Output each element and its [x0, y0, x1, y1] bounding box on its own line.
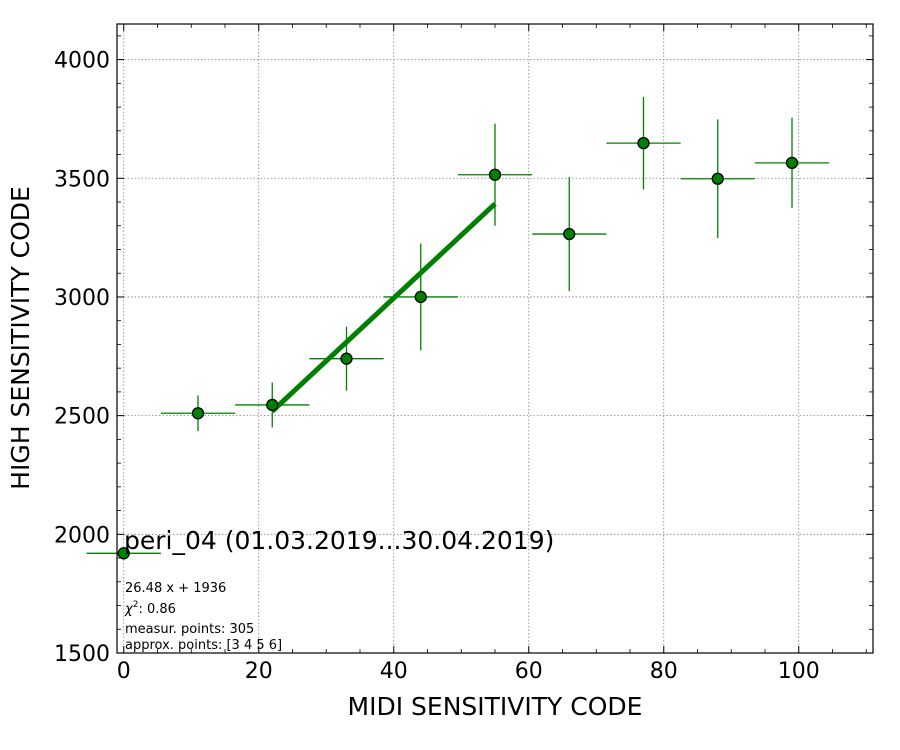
y-tick-label: 2500: [54, 405, 110, 430]
data-point: [414, 290, 427, 304]
data-point: [488, 168, 502, 181]
x-tick-label: 40: [380, 659, 408, 684]
annotation-chi2: χ2: 0.86: [124, 600, 176, 617]
x-tick-label: 100: [778, 659, 820, 684]
y-axis-label: HIGH SENSITIVITY CODE: [6, 186, 35, 490]
data-points: [117, 137, 799, 560]
y-tick-label: 3000: [54, 286, 110, 311]
chi2-symbol: χ: [124, 602, 134, 617]
axis-ticks: 0 20 40 60 80 100 1500 2000 2500 3000 3500 4000: [54, 24, 873, 684]
data-point: [191, 407, 205, 420]
x-axis-label: MIDI SENSITIVITY CODE: [348, 692, 643, 721]
fit-line-layer: [270, 201, 497, 414]
fit-line: [270, 201, 497, 414]
y-tick-label: 2000: [54, 523, 110, 548]
x-tick-label: 60: [515, 659, 543, 684]
data-point: [117, 547, 130, 560]
data-point: [637, 137, 650, 150]
data-point: [266, 398, 279, 412]
annotation-measured-points: measur. points: 305: [125, 622, 254, 637]
data-point: [340, 352, 353, 365]
y-tick-label: 3500: [54, 167, 110, 192]
x-tick-label: 80: [650, 659, 678, 684]
annotation-approx-points: approx. points: [3 4 5 6]: [125, 638, 282, 653]
x-tick-label: 0: [117, 659, 131, 684]
chi2-value: : 0.86: [138, 602, 175, 617]
data-point: [785, 156, 799, 170]
chi2-superscript: 2: [133, 600, 139, 610]
annotation-formula: 26.48 x + 1936: [125, 581, 226, 596]
data-point: [563, 227, 576, 241]
y-tick-label: 4000: [54, 49, 110, 74]
annotation-title: peri_04 (01.03.2019...30.04.2019): [124, 526, 554, 555]
data-point: [711, 172, 724, 185]
x-tick-label: 20: [245, 659, 273, 684]
y-tick-label: 1500: [54, 642, 110, 667]
annotation-box: peri_04 (01.03.2019...30.04.2019) 26.48 …: [124, 526, 554, 653]
